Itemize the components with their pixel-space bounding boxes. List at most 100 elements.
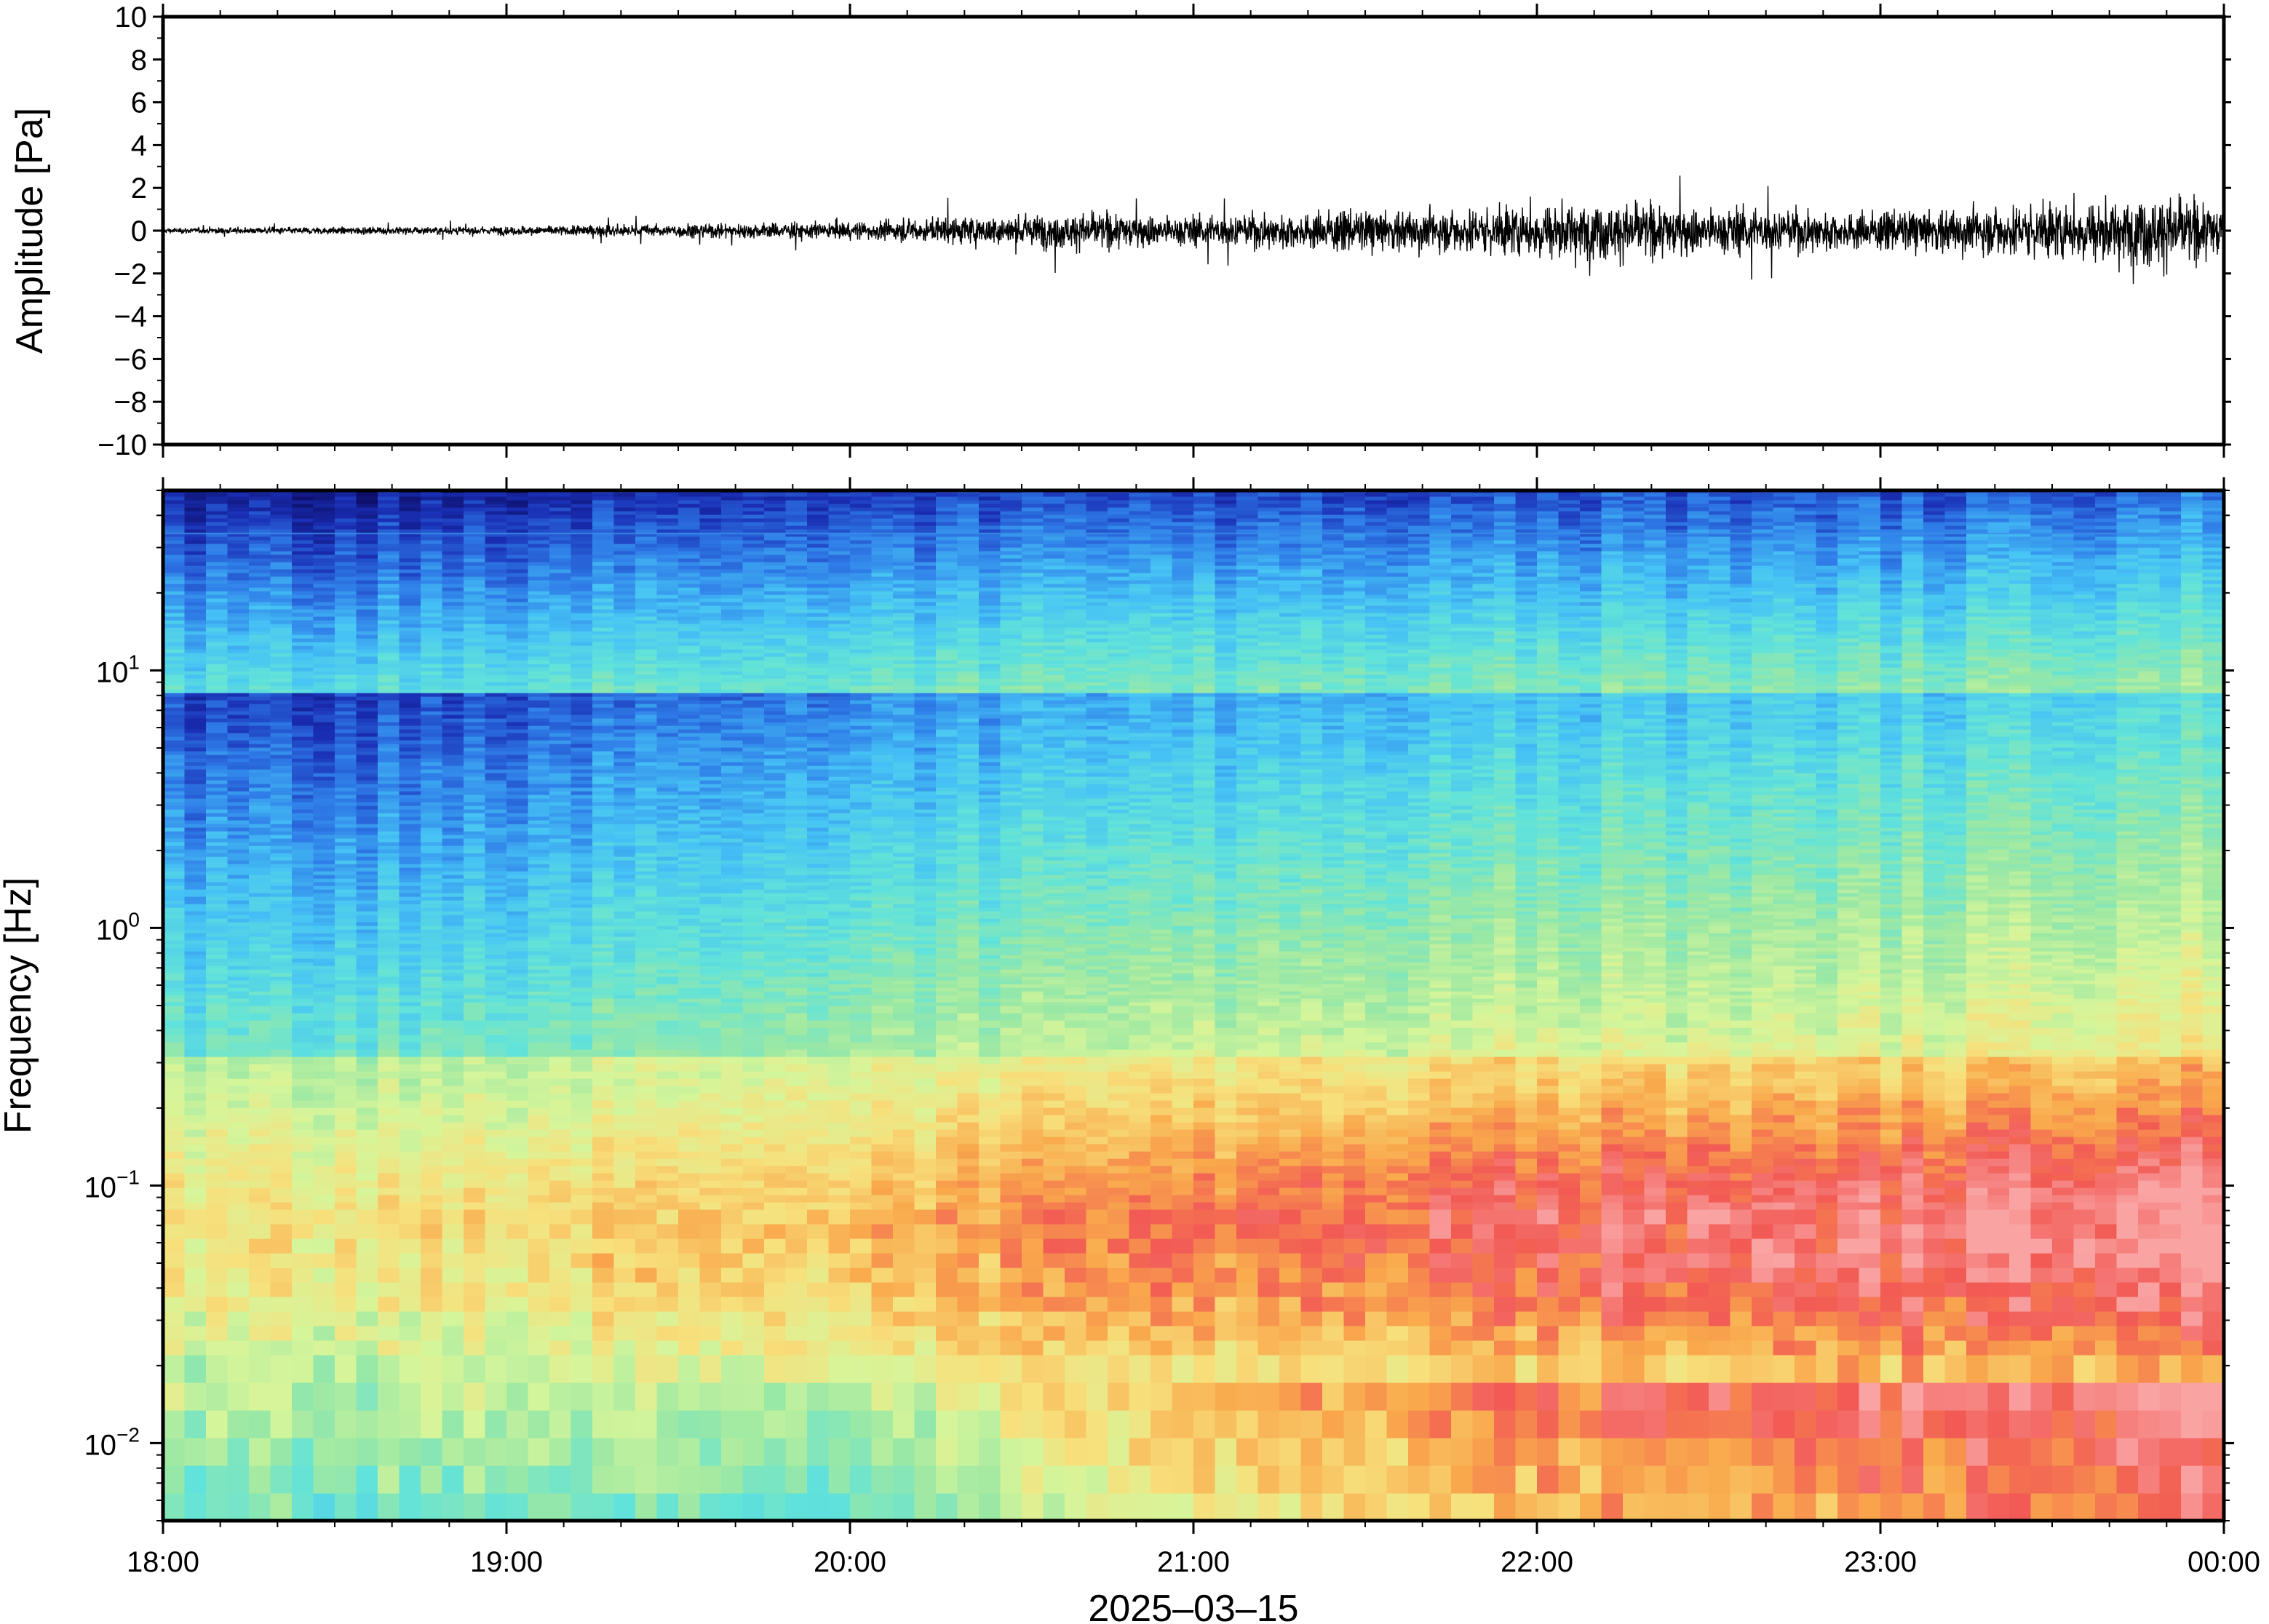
spectrogram-cell (635, 813, 658, 817)
spectrogram-cell (464, 685, 486, 690)
spectrogram-cell (592, 758, 615, 763)
spectrogram-cell (721, 1195, 744, 1203)
spectrogram-cell (506, 1129, 529, 1137)
spectrogram-cell (292, 798, 314, 803)
spectrogram-cell (335, 860, 357, 864)
spectrogram-cell (292, 594, 314, 599)
spectrogram-cell (678, 747, 701, 752)
spectrogram-cell (635, 1013, 658, 1021)
spectrogram-cell (549, 678, 572, 682)
spectrogram-cell (313, 1071, 335, 1079)
spectrogram-cell (528, 915, 550, 919)
spectrogram-cell (292, 936, 314, 941)
spectrogram-cell (592, 871, 615, 875)
spectrogram-cell (678, 1173, 701, 1181)
spectrogram-cell (313, 1020, 335, 1028)
spectrogram-cell (335, 645, 357, 650)
spectrogram-cell (163, 551, 186, 555)
spectrogram-cell (184, 1173, 207, 1181)
spectrogram-cell (485, 1267, 507, 1283)
spectrogram-cell (485, 1027, 507, 1035)
spectrogram-cell (592, 1151, 615, 1159)
spectrogram-cell (442, 1122, 464, 1130)
spectrogram-cell (549, 1340, 572, 1356)
spectrogram-cell (206, 809, 229, 813)
spectrogram-cell (592, 707, 615, 712)
spectrogram-cell (571, 1071, 593, 1079)
spectrogram-cell (592, 911, 615, 915)
spectrogram-cell (206, 765, 229, 770)
spectrogram-cell (399, 1002, 421, 1006)
spectrogram-cell (485, 529, 507, 533)
spectrogram-cell (356, 1173, 378, 1181)
spectrogram-cell (421, 926, 443, 930)
spectrogram-cell (356, 569, 378, 573)
spectrogram-cell (506, 1253, 529, 1268)
spectrogram-cell (206, 1013, 229, 1021)
spectrogram-cell (635, 551, 658, 555)
spectrogram-cell (485, 860, 507, 864)
spectrogram-cell (571, 565, 593, 570)
spectrogram-cell (678, 845, 701, 850)
spectrogram-cell (442, 816, 464, 821)
spectrogram-cell (635, 718, 658, 723)
spectrogram-cell (549, 802, 572, 806)
spectrogram-cell (184, 751, 207, 755)
spectrogram-cell (399, 533, 421, 537)
spectrogram-cell (163, 1086, 186, 1094)
spectrogram-cell (528, 598, 550, 602)
spectrogram-cell (635, 700, 658, 704)
spectrogram-cell (571, 613, 593, 617)
spectrogram-cell (421, 540, 443, 544)
spectrogram-cell (421, 915, 443, 919)
spectrogram-cell (464, 780, 486, 784)
spectrogram-cell (528, 896, 550, 901)
spectrogram-cell (442, 1340, 464, 1356)
spectrogram-cell (206, 511, 229, 515)
spectrogram-cell (464, 500, 486, 504)
spectrogram-cell (249, 776, 271, 781)
spectrogram-cell (528, 558, 550, 562)
spectrogram-cell (592, 551, 615, 555)
spectrogram-cell (485, 831, 507, 835)
spectrogram-cell (464, 1144, 486, 1152)
spectrogram-cell (613, 867, 636, 872)
spectrogram-cell (335, 867, 357, 872)
spectrogram-cell (184, 591, 207, 595)
spectrogram-cell (571, 1253, 593, 1268)
spectrogram-cell (206, 1238, 229, 1254)
spectrogram-cell (206, 1202, 229, 1210)
spectrogram-cell (721, 1129, 744, 1137)
spectrogram-cell (249, 933, 271, 937)
spectrogram-cell (464, 1078, 486, 1086)
spectrogram-cell (635, 587, 658, 592)
spectrogram-cell (442, 1144, 464, 1152)
spectrogram-cell (249, 893, 271, 897)
spectrogram-cell (656, 784, 679, 788)
spectrogram-cell (184, 1297, 207, 1312)
spectrogram-cell (635, 893, 658, 897)
spectrogram-cell (592, 562, 615, 566)
spectrogram-cell (528, 795, 550, 799)
spectrogram-cell (356, 918, 378, 923)
spectrogram-cell (227, 533, 250, 537)
spectrogram-cell (549, 1311, 572, 1326)
spectrogram-cell (313, 598, 335, 602)
spectrogram-cell (635, 496, 658, 501)
spectrogram-cell (635, 1355, 658, 1383)
spectrogram-cell (464, 831, 486, 835)
spectrogram-cell (656, 1238, 679, 1254)
spectrogram-cell (399, 609, 421, 613)
spectrogram-cell (442, 835, 464, 839)
spectrogram-cell (613, 682, 636, 686)
spectrogram-cell (292, 529, 314, 533)
spectrogram-cell (485, 816, 507, 821)
spectrogram-cell (721, 1282, 744, 1297)
spectrogram-cell (613, 554, 636, 559)
spectrogram-cell (184, 718, 207, 723)
spectrogram-cell (613, 1002, 636, 1006)
spectrogram-cell (313, 1086, 335, 1094)
spectrogram-cell (442, 1027, 464, 1035)
spectrogram-cell (421, 838, 443, 843)
spectrogram-cell (421, 565, 443, 570)
